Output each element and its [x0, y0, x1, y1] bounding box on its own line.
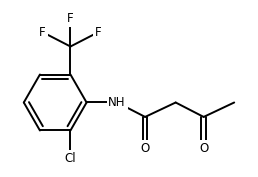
Text: F: F: [95, 26, 102, 39]
Text: F: F: [67, 12, 74, 25]
Text: Cl: Cl: [65, 152, 76, 165]
Text: NH: NH: [108, 96, 126, 109]
Text: O: O: [199, 142, 208, 155]
Text: F: F: [39, 26, 46, 39]
Text: O: O: [141, 142, 150, 155]
